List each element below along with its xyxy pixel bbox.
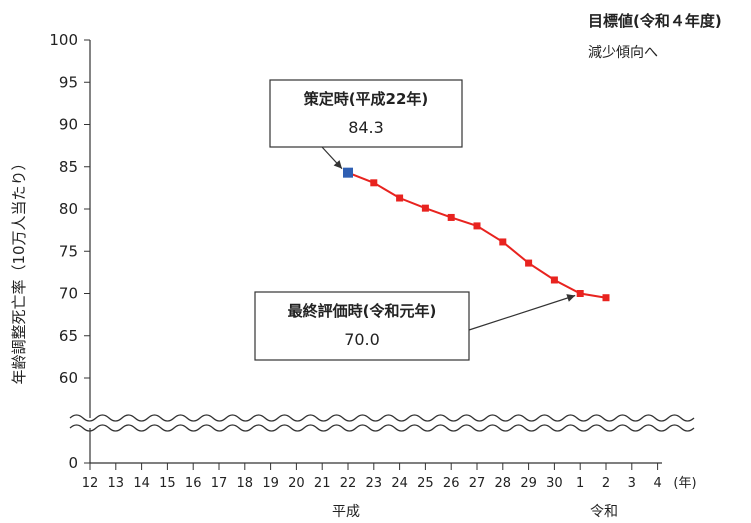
data-point	[473, 222, 481, 230]
y-tick-label: 95	[59, 73, 78, 91]
leader-line	[468, 294, 576, 331]
era-label: 令和	[590, 504, 618, 520]
data-point	[370, 179, 378, 187]
data-point	[550, 276, 558, 284]
x-tick-label: 17	[211, 476, 228, 491]
y-tick-label: 100	[49, 31, 78, 49]
x-tick-label: 24	[391, 476, 408, 491]
x-tick-label: 4	[653, 476, 661, 491]
x-ticks: 12 13 14 15 16 17 18 19 20 21 22 23 24 25 26 27 28 29 30 1 2…	[82, 463, 662, 491]
axis-break-upper	[69, 414, 695, 422]
y-tick-label: 75	[59, 242, 78, 260]
x-tick-label: 16	[185, 476, 202, 491]
y-axis-label: 年齢調整死亡率（10万人当たり）	[10, 155, 28, 384]
era-label: 平成	[332, 504, 360, 520]
data-point	[525, 259, 533, 267]
series-line	[347, 171, 607, 299]
y-tick-label: 90	[59, 116, 78, 134]
x-tick-label: 19	[262, 476, 279, 491]
y-ticks: 0 60 65 70 75 80 85 90 95 100	[49, 31, 90, 472]
x-tick-label: 20	[288, 476, 305, 491]
x-tick-label: 29	[520, 476, 537, 491]
callout-baseline: 策定時(平成22年) 84.3	[269, 79, 463, 148]
x-tick-label: 13	[108, 476, 125, 491]
x-tick-label: 2	[602, 476, 610, 491]
x-tick-label: 22	[340, 476, 357, 491]
y-tick-label: 60	[59, 369, 78, 387]
target-text: 減少傾向へ	[588, 44, 658, 61]
data-point	[421, 204, 429, 212]
x-tick-label: 27	[469, 476, 486, 491]
era-labels: 平成 令和	[332, 504, 618, 520]
y-tick-label: 0	[68, 454, 78, 472]
callout-baseline-value: 84.3	[348, 118, 384, 137]
x-tick-label: 21	[314, 476, 331, 491]
callout-final-title: 最終評価時(令和元年)	[288, 302, 437, 320]
x-tick-label: 3	[628, 476, 636, 491]
leader-arrowhead	[566, 294, 576, 302]
x-tick-label: 28	[495, 476, 512, 491]
y-tick-label: 85	[59, 158, 78, 176]
callout-baseline-title: 策定時(平成22年)	[303, 90, 429, 108]
axis-break-lower	[69, 424, 695, 432]
leader-arrowhead	[333, 160, 342, 169]
data-point	[602, 294, 610, 302]
data-point	[499, 238, 507, 246]
x-tick-label: 12	[82, 476, 99, 491]
x-unit-label: (年)	[673, 476, 696, 491]
x-tick-label: 1	[576, 476, 584, 491]
x-tick-label: 15	[159, 476, 176, 491]
y-tick-label: 80	[59, 200, 78, 218]
y-tick-label: 65	[59, 327, 78, 345]
series-points	[343, 167, 610, 302]
callout-leaders	[321, 146, 576, 331]
data-point	[396, 194, 404, 202]
x-tick-label: 30	[546, 476, 563, 491]
x-tick-label: 25	[417, 476, 434, 491]
callout-baseline-box	[269, 79, 463, 148]
y-tick-label: 70	[59, 285, 78, 303]
x-tick-label: 26	[443, 476, 460, 491]
x-tick-label: 14	[133, 476, 150, 491]
callout-final-value: 70.0	[344, 330, 380, 349]
x-tick-label: 23	[366, 476, 383, 491]
callout-final: 最終評価時(令和元年) 70.0	[254, 291, 470, 361]
data-point	[343, 167, 353, 178]
data-point	[447, 213, 455, 221]
x-tick-label: 18	[237, 476, 254, 491]
data-point	[576, 290, 584, 297]
callout-final-box	[254, 291, 470, 361]
target-title: 目標値(令和４年度)	[588, 12, 722, 30]
